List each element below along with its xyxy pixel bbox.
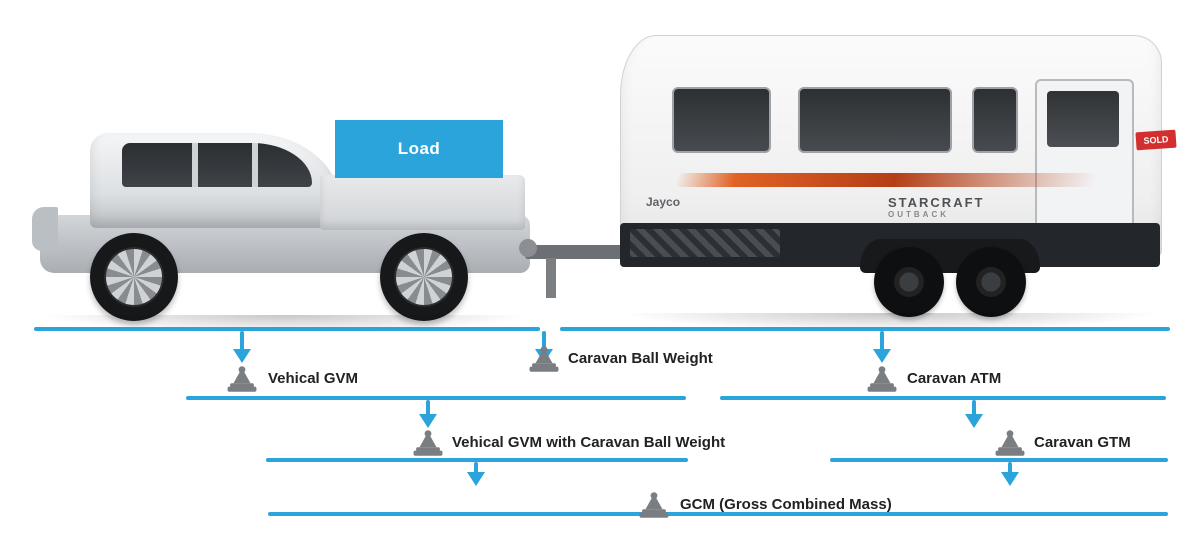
label-gcm: GCM (Gross Combined Mass): [680, 496, 892, 513]
caravan-wheel: [874, 247, 944, 317]
truck-cab: [90, 133, 340, 228]
caravan-brand: Jayco: [646, 195, 680, 209]
scale-icon: [411, 428, 445, 458]
scale-icon: [865, 364, 899, 394]
load-box: Load: [335, 120, 503, 178]
truck-wheel-front: [90, 233, 178, 321]
line-atm: [720, 396, 1166, 400]
pillar: [192, 143, 198, 187]
caravan-window: [672, 87, 771, 153]
line-truck-base: [34, 327, 540, 331]
caravan-model-name: STARCRAFT: [888, 195, 984, 210]
arrow-down-icon: [474, 462, 478, 484]
wheel-hub: [894, 267, 925, 298]
label-vehicle-gvm: Vehical GVM: [268, 370, 358, 387]
caravan: Jayco STARCRAFT OUTBACK SOLD: [620, 35, 1170, 325]
sold-sticker: SOLD: [1135, 130, 1176, 151]
caravan-window: [972, 87, 1018, 153]
wheel-rim: [396, 249, 452, 305]
label-caravan-gtm: Caravan GTM: [1034, 434, 1131, 451]
wheel-rim: [106, 249, 162, 305]
arrow-down-icon: [972, 400, 976, 426]
caravan-stripe: [674, 173, 1097, 187]
arrow-down-icon: [880, 331, 884, 361]
line-gvm-ball: [186, 396, 686, 400]
line-caravan-base: [560, 327, 1170, 331]
scale-icon: [993, 428, 1027, 458]
caravan-door: [1035, 79, 1134, 233]
caravan-model: STARCRAFT OUTBACK: [888, 195, 984, 219]
pillar: [252, 143, 258, 187]
label-caravan-atm: Caravan ATM: [907, 370, 1001, 387]
label-gvm-with-ball: Vehical GVM with Caravan Ball Weight: [452, 434, 725, 451]
load-label: Load: [398, 139, 441, 159]
truck-wheel-rear: [380, 233, 468, 321]
caravan-window: [798, 87, 952, 153]
caravan-model-sub: OUTBACK: [888, 210, 984, 219]
line-gtm: [830, 458, 1168, 462]
truck-bed: [320, 175, 525, 230]
scale-icon: [637, 490, 671, 520]
arrow-down-icon: [240, 331, 244, 361]
label-ball-weight: Caravan Ball Weight: [568, 350, 713, 367]
truck-front: [32, 207, 58, 251]
caravan-door-window: [1047, 91, 1119, 147]
diagram-stage: Load Jayco STARCRAFT OUTBACK SOLD: [0, 0, 1200, 557]
scale-icon: [225, 364, 259, 394]
truck-windows: [122, 143, 312, 187]
stone-guard: [630, 229, 780, 257]
caravan-wheel: [956, 247, 1026, 317]
arrow-down-icon: [1008, 462, 1012, 484]
jockey-wheel: [546, 258, 556, 298]
arrow-down-icon: [426, 400, 430, 426]
wheel-hub: [976, 267, 1007, 298]
scale-icon: [527, 344, 561, 374]
